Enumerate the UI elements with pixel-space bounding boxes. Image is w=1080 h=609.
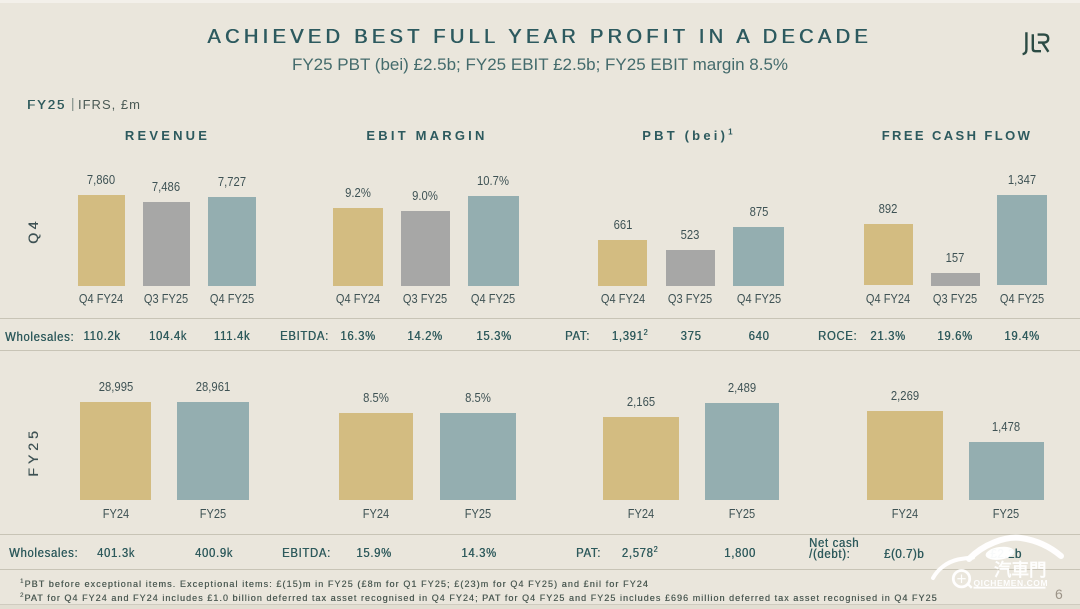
svg-text:QICHEMEN.COM: QICHEMEN.COM (974, 578, 1049, 588)
svg-text:汽車門: 汽車門 (994, 560, 1047, 580)
